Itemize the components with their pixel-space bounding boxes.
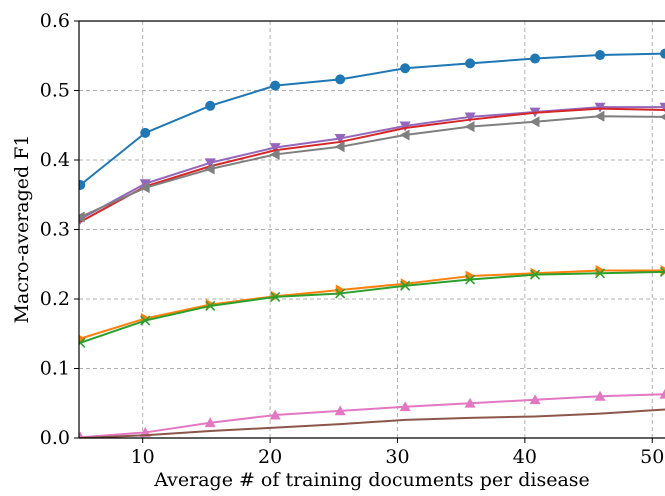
y-tick-label: 0.5: [40, 80, 70, 102]
data-point: [140, 128, 150, 138]
series-0: [75, 49, 665, 190]
x-axis-label: Average # of training documents per dise…: [153, 469, 590, 491]
y-tick-label: 0.3: [40, 219, 70, 241]
axis-ticks: 10 20 30 40 50 0.0 0.1 0.2 0.3 0.4 0.5 0.6: [40, 10, 665, 468]
x-tick-label: 50: [640, 446, 664, 468]
series-2: [80, 109, 665, 222]
data-point: [465, 121, 475, 132]
data-point: [400, 129, 410, 140]
data-point: [530, 54, 540, 64]
y-tick-label: 0.1: [40, 358, 70, 380]
data-point: [530, 116, 540, 127]
series-3: [75, 111, 665, 223]
x-tick-label: 40: [513, 446, 537, 468]
y-axis-label: Macro-averaged F1: [11, 135, 33, 324]
series-4: [76, 265, 665, 344]
series-line: [80, 54, 665, 185]
y-tick-label: 0.0: [40, 427, 70, 449]
y-tick-label: 0.6: [40, 10, 70, 32]
data-point: [335, 74, 345, 84]
data-point: [205, 101, 215, 111]
series-line: [80, 109, 665, 222]
y-tick-label: 0.4: [40, 149, 70, 171]
y-tick-label: 0.2: [40, 288, 70, 310]
series-line: [80, 271, 665, 339]
series-1: [75, 103, 665, 225]
x-tick-label: 30: [385, 446, 409, 468]
data-point: [400, 63, 410, 73]
data-point: [595, 111, 605, 122]
series-line: [80, 394, 665, 437]
x-tick-label: 10: [131, 446, 155, 468]
grid-lines: [79, 21, 665, 438]
series-5: [76, 267, 665, 347]
data-point: [660, 49, 665, 59]
data-point: [75, 180, 85, 190]
series-line: [80, 410, 665, 439]
data-point: [595, 50, 605, 60]
data-point: [270, 81, 280, 91]
series-7: [80, 410, 665, 439]
data-point: [660, 111, 665, 122]
series-line: [80, 272, 665, 343]
x-tick-label: 20: [258, 446, 282, 468]
series-group: [75, 49, 665, 442]
data-point: [465, 58, 475, 68]
